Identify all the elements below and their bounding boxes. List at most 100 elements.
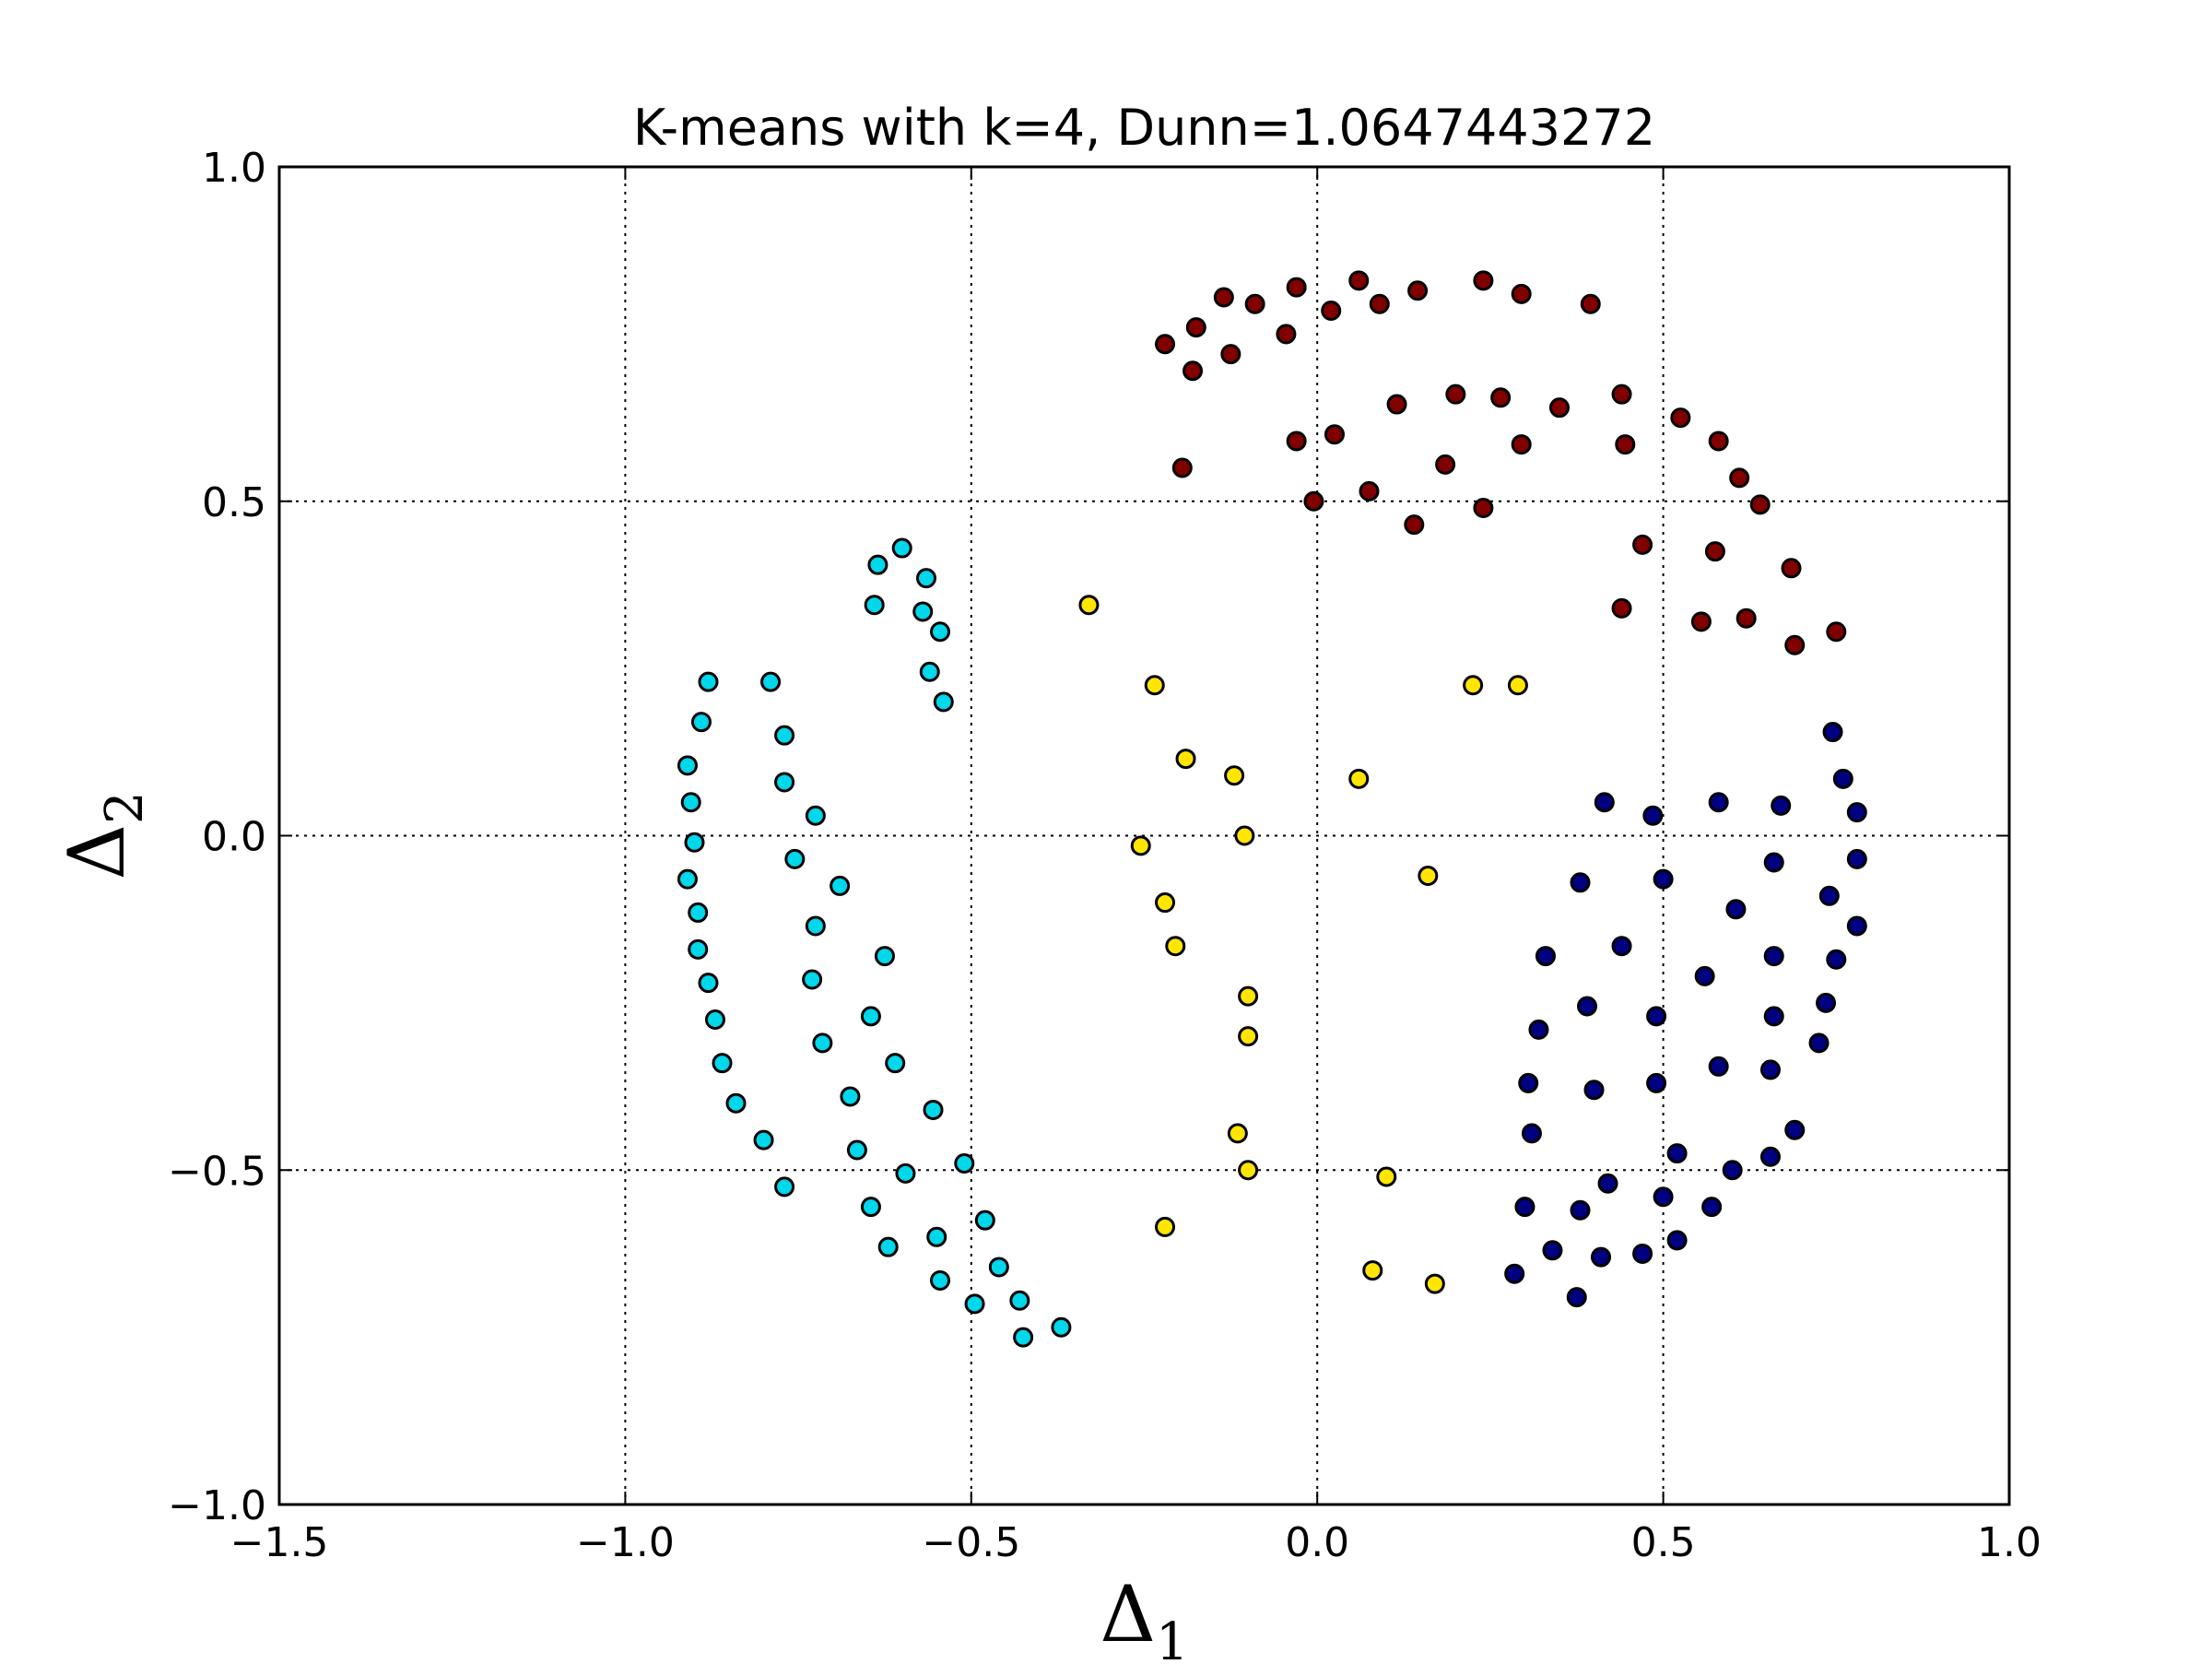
data-point — [1185, 317, 1206, 338]
data-point — [1759, 1146, 1781, 1167]
x-axis-subscript: 1 — [1156, 1612, 1189, 1659]
data-point — [1653, 868, 1674, 890]
data-point — [860, 1197, 881, 1218]
data-point — [802, 969, 823, 990]
data-point — [1580, 293, 1601, 314]
x-axis-label: Δ1 — [1100, 1569, 1188, 1659]
data-point — [1130, 835, 1151, 856]
data-point — [1511, 283, 1532, 304]
data-point — [1165, 936, 1186, 957]
data-point — [1171, 457, 1193, 478]
data-point — [930, 1269, 951, 1291]
data-point — [1490, 387, 1512, 408]
data-point — [1784, 1119, 1806, 1140]
data-point — [1771, 795, 1792, 816]
data-point — [1286, 431, 1307, 452]
data-point — [974, 1210, 995, 1231]
data-point — [1846, 848, 1867, 869]
data-point — [1570, 1199, 1591, 1221]
data-point — [1407, 280, 1429, 301]
data-point — [1348, 270, 1370, 291]
data-point — [774, 772, 795, 793]
data-point — [1704, 541, 1725, 562]
data-point — [1826, 949, 1847, 970]
data-point — [1238, 985, 1259, 1007]
data-point — [1646, 1006, 1667, 1027]
data-point — [1781, 558, 1802, 579]
data-point — [1666, 1143, 1688, 1164]
data-point — [895, 1162, 916, 1184]
data-point — [1369, 293, 1390, 314]
data-point — [1615, 434, 1636, 455]
data-point — [1763, 852, 1784, 873]
data-point — [1846, 915, 1867, 937]
data-point — [1722, 1160, 1743, 1181]
data-point — [830, 875, 851, 896]
data-point — [1511, 434, 1532, 455]
data-point — [784, 848, 806, 869]
data-point — [1642, 805, 1664, 826]
data-point — [846, 1139, 867, 1161]
data-point — [1735, 608, 1757, 629]
data-point — [1220, 344, 1241, 365]
data-point — [698, 671, 719, 692]
data-point — [919, 661, 940, 682]
data-point — [1227, 1123, 1248, 1144]
x-axis-symbol: Δ — [1100, 1569, 1156, 1659]
data-point — [923, 1099, 944, 1120]
data-point — [1542, 1240, 1563, 1261]
data-point — [1591, 1246, 1612, 1268]
data-point — [1078, 595, 1100, 616]
data-point — [1224, 765, 1245, 786]
data-point — [1701, 1197, 1723, 1218]
data-point — [1583, 1080, 1605, 1101]
data-point — [1632, 1243, 1653, 1264]
y-tick-label: −1.0 — [168, 1482, 266, 1529]
data-point — [1694, 965, 1715, 986]
data-point — [891, 537, 912, 559]
data-point — [1473, 498, 1494, 519]
data-point — [1238, 1026, 1259, 1047]
data-points — [677, 270, 1867, 1348]
data-point — [684, 832, 705, 853]
y-tick-label: 1.0 — [202, 145, 266, 192]
data-point — [1690, 611, 1712, 632]
data-point — [1418, 866, 1439, 887]
data-point — [988, 1257, 1009, 1278]
data-point — [1729, 467, 1750, 489]
data-point — [1424, 1273, 1445, 1294]
data-point — [1238, 1160, 1259, 1181]
y-axis-symbol: Δ — [52, 824, 142, 880]
data-point — [1234, 825, 1255, 846]
data-point — [915, 568, 936, 589]
data-point — [1213, 287, 1234, 308]
data-point — [1507, 675, 1528, 696]
axis-ticks: −1.5 −1.0 −0.5 0.0 0.5 1.0−1.0−0.50.00.51.0 — [168, 145, 2041, 1566]
data-point — [885, 1053, 906, 1074]
data-point — [1763, 1006, 1784, 1027]
data-point — [1144, 675, 1165, 696]
data-point — [1646, 1072, 1667, 1093]
data-point — [1535, 946, 1556, 967]
data-point — [1670, 407, 1691, 429]
data-point — [1594, 792, 1615, 813]
y-tick-label: 0.5 — [202, 479, 266, 526]
data-point — [1653, 1186, 1674, 1208]
data-point — [1570, 872, 1591, 893]
data-point — [774, 725, 795, 746]
data-point — [1611, 597, 1632, 619]
data-point — [1404, 514, 1425, 536]
y-tick-label: −0.5 — [168, 1148, 266, 1195]
data-point — [1155, 1216, 1176, 1237]
x-tick-label: 1.0 — [1977, 1519, 2041, 1566]
data-point — [1286, 277, 1307, 298]
data-point — [1816, 992, 1837, 1013]
data-point — [930, 621, 951, 643]
data-point — [712, 1053, 733, 1074]
data-point — [1321, 300, 1342, 321]
data-point — [1708, 431, 1729, 452]
data-point — [874, 946, 895, 967]
data-point — [1548, 397, 1570, 419]
